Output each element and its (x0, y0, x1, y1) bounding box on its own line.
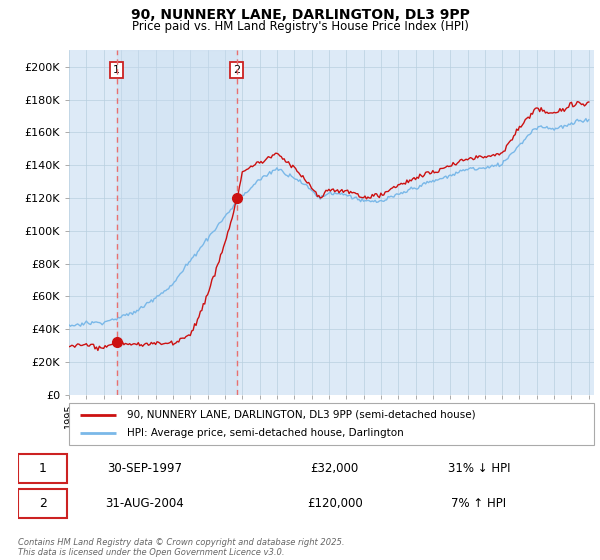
Text: £120,000: £120,000 (307, 497, 362, 510)
Text: 90, NUNNERY LANE, DARLINGTON, DL3 9PP: 90, NUNNERY LANE, DARLINGTON, DL3 9PP (131, 8, 469, 22)
Text: £32,000: £32,000 (311, 462, 359, 475)
FancyBboxPatch shape (18, 454, 67, 483)
Text: 7% ↑ HPI: 7% ↑ HPI (451, 497, 506, 510)
Text: 2: 2 (233, 65, 240, 75)
Text: 1: 1 (113, 65, 120, 75)
FancyBboxPatch shape (69, 403, 594, 445)
FancyBboxPatch shape (18, 488, 67, 518)
Text: 30-SEP-1997: 30-SEP-1997 (107, 462, 182, 475)
Text: Contains HM Land Registry data © Crown copyright and database right 2025.
This d: Contains HM Land Registry data © Crown c… (18, 538, 344, 557)
Text: 1: 1 (39, 462, 47, 475)
Text: 2: 2 (39, 497, 47, 510)
Text: Price paid vs. HM Land Registry's House Price Index (HPI): Price paid vs. HM Land Registry's House … (131, 20, 469, 32)
Text: 31% ↓ HPI: 31% ↓ HPI (448, 462, 510, 475)
Bar (116, 50, 236, 395)
Text: 90, NUNNERY LANE, DARLINGTON, DL3 9PP (semi-detached house): 90, NUNNERY LANE, DARLINGTON, DL3 9PP (s… (127, 410, 475, 420)
Text: HPI: Average price, semi-detached house, Darlington: HPI: Average price, semi-detached house,… (127, 428, 404, 438)
Text: 31-AUG-2004: 31-AUG-2004 (106, 497, 184, 510)
